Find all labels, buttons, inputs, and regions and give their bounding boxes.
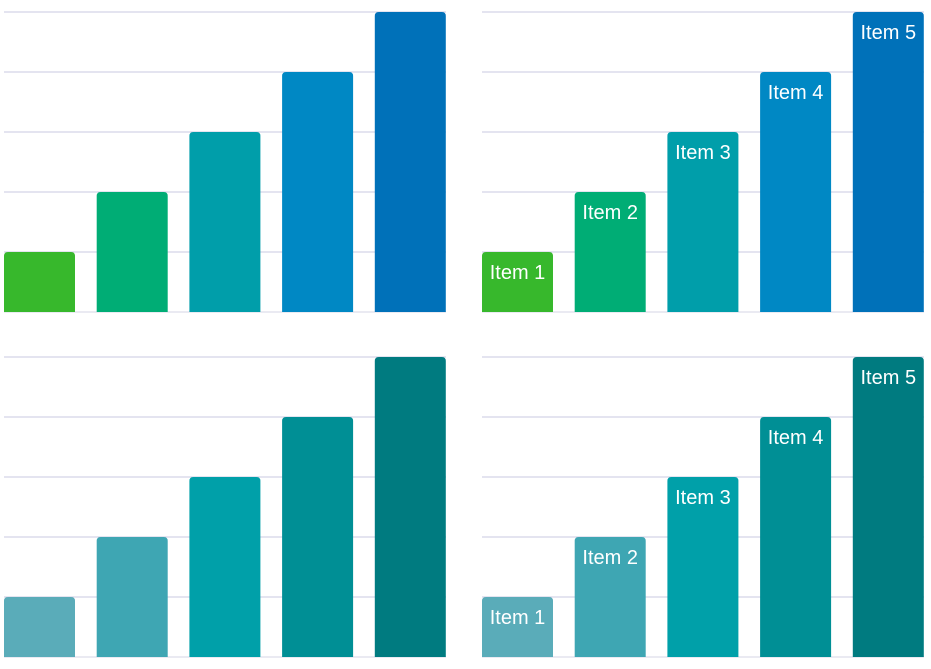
bar-4	[282, 417, 354, 657]
bar-5	[852, 357, 924, 657]
bar-1	[482, 252, 553, 312]
chart-bottom-right-svg: Item 1 Item 2 Item 3 Item 4 Item 5	[482, 356, 924, 658]
bar-label-4: Item 4	[768, 427, 824, 449]
bar-2	[96, 537, 168, 657]
chart-top-left	[0, 0, 450, 318]
bar-4	[760, 417, 832, 657]
chart-top-right-svg: Item 1 Item 2 Item 3 Item 4 Item 5	[482, 11, 924, 313]
bar-2	[574, 537, 646, 657]
bar-label-1: Item 1	[490, 262, 546, 284]
bar-label-3: Item 3	[675, 142, 731, 164]
chart-bottom-left	[0, 345, 450, 663]
bar-label-3: Item 3	[675, 487, 731, 509]
bar-1	[4, 597, 75, 657]
bar-label-5: Item 5	[861, 367, 917, 389]
chart-bottom-left-svg	[4, 356, 446, 658]
bar-3	[189, 477, 261, 657]
bar-label-1: Item 1	[490, 607, 546, 629]
bar-5	[374, 12, 446, 312]
bar-5	[852, 12, 924, 312]
bar-1	[4, 252, 75, 312]
bar-3	[667, 477, 739, 657]
chart-top-right: Item 1 Item 2 Item 3 Item 4 Item 5	[478, 0, 928, 318]
bar-2	[96, 192, 168, 312]
bar-label-2: Item 2	[582, 202, 638, 224]
bar-label-4: Item 4	[768, 82, 824, 104]
bar-2	[574, 192, 646, 312]
bar-1	[482, 597, 553, 657]
bar-4	[760, 72, 832, 312]
bar-label-5: Item 5	[861, 22, 917, 44]
chart-top-left-svg	[4, 11, 446, 313]
bar-3	[189, 132, 261, 312]
bar-5	[374, 357, 446, 657]
bar-3	[667, 132, 739, 312]
bar-4	[282, 72, 354, 312]
chart-bottom-right: Item 1 Item 2 Item 3 Item 4 Item 5	[478, 345, 928, 663]
bar-label-2: Item 2	[582, 547, 638, 569]
